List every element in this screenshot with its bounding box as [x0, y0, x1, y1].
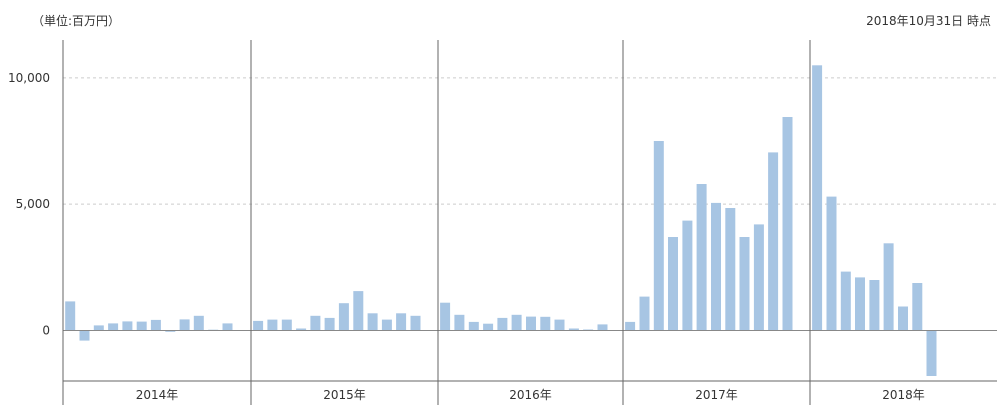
bar [639, 296, 650, 331]
bar [711, 202, 721, 331]
x-tick-label: 2018年 [882, 388, 925, 402]
bar [812, 65, 823, 331]
bar [338, 303, 349, 331]
bar [179, 319, 190, 331]
bar [869, 280, 880, 331]
bar [454, 314, 465, 331]
bar [883, 243, 894, 331]
bar [367, 313, 378, 331]
x-tick-label: 2014年 [136, 388, 179, 402]
bar [136, 321, 147, 331]
axis-layer: 0 5,000 10,000 2014年 2015年 2016年 2017年 2018年 [8, 40, 997, 405]
bar [768, 152, 779, 331]
x-tick-label: 2016年 [509, 388, 552, 402]
bar [782, 117, 793, 331]
bar [511, 314, 522, 331]
bar [497, 317, 508, 331]
y-tick-label: 5,000 [16, 197, 50, 211]
unit-label: （単位:百万円） [32, 14, 121, 28]
bar [597, 324, 608, 331]
bar [222, 323, 233, 331]
bar [840, 271, 851, 331]
bar [324, 317, 335, 331]
bar [281, 319, 292, 331]
grid-layer [63, 77, 997, 205]
y-tick-label: 10,000 [8, 71, 50, 85]
bar [79, 330, 90, 341]
bar [410, 315, 421, 331]
bar [855, 277, 865, 331]
bar [753, 224, 764, 331]
bar [898, 306, 908, 331]
bar [65, 301, 76, 331]
bar [912, 283, 923, 331]
bar [483, 323, 494, 331]
bar [93, 325, 104, 331]
bar [826, 196, 837, 331]
bar [108, 323, 119, 331]
bar [353, 291, 364, 331]
bar [122, 321, 133, 331]
x-tick-label: 2015年 [323, 388, 366, 402]
bar [310, 315, 321, 331]
bar [696, 184, 707, 331]
bar [540, 316, 551, 331]
y-tick-label: 0 [42, 323, 50, 337]
bar [625, 321, 636, 331]
bar [554, 319, 565, 331]
bar [682, 220, 693, 331]
bar [381, 319, 392, 331]
bar [296, 328, 307, 331]
bar [396, 313, 407, 331]
bar [468, 321, 479, 331]
bar [526, 316, 536, 331]
bar [926, 330, 937, 376]
bar [193, 315, 204, 331]
as-of-date: 2018年10月31日 時点 [866, 14, 991, 28]
bar-layer [65, 65, 937, 376]
bar [150, 319, 161, 331]
bar [165, 330, 176, 332]
bar [668, 237, 678, 331]
bar [725, 208, 736, 331]
bar [253, 320, 264, 331]
bar [739, 237, 750, 331]
bar [653, 141, 664, 331]
x-tick-label: 2017年 [695, 388, 738, 402]
bar [568, 328, 579, 331]
bar [440, 302, 451, 331]
bar [267, 319, 278, 331]
